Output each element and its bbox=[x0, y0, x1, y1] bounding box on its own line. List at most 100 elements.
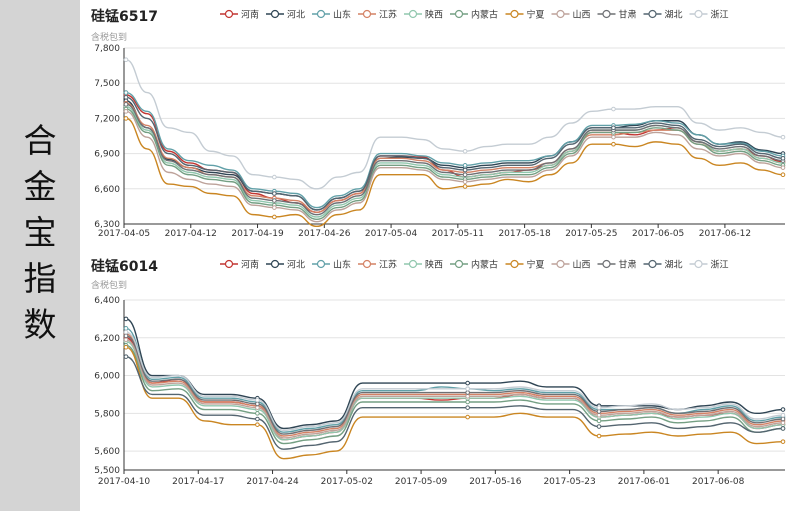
legend-item[interactable]: 山西 bbox=[551, 260, 591, 271]
sidebar-title: 合 金 宝 指 数 bbox=[14, 118, 66, 348]
series-line bbox=[125, 117, 784, 228]
legend-marker-icon bbox=[270, 259, 280, 269]
data-point bbox=[255, 411, 260, 416]
legend-item[interactable]: 甘肃 bbox=[597, 9, 637, 21]
legend-item[interactable]: 内蒙古 bbox=[450, 9, 498, 21]
y-tick-label: 5,800 bbox=[94, 409, 120, 419]
legend-marker-icon bbox=[648, 259, 657, 269]
legend-item[interactable]: 山西 bbox=[551, 9, 591, 21]
legend-item[interactable]: 内蒙古 bbox=[450, 259, 498, 271]
legend-item[interactable]: 湖北 bbox=[643, 259, 683, 271]
sidebar-title-char: 金 bbox=[23, 167, 57, 206]
series-lines bbox=[123, 57, 786, 228]
series-line bbox=[125, 318, 784, 430]
x-tick-label: 2017-06-01 bbox=[618, 477, 670, 487]
series-line bbox=[125, 338, 784, 439]
data-point bbox=[465, 380, 470, 386]
data-point bbox=[123, 326, 129, 331]
data-point bbox=[272, 198, 277, 203]
data-point bbox=[465, 394, 470, 399]
legend-item[interactable]: 浙江 bbox=[689, 259, 729, 271]
series-line bbox=[125, 346, 784, 460]
x-tick-label: 2017-05-11 bbox=[432, 229, 484, 239]
x-tick-label: 2017-04-10 bbox=[98, 477, 151, 487]
legend-item[interactable]: 宁夏 bbox=[505, 9, 545, 21]
legend-item[interactable]: 陕西 bbox=[404, 9, 443, 21]
legend-label: 宁夏 bbox=[527, 259, 545, 271]
data-point bbox=[611, 134, 616, 140]
data-point bbox=[123, 316, 129, 322]
data-point bbox=[780, 155, 786, 161]
legend-marker-icon bbox=[602, 9, 611, 19]
data-point bbox=[465, 386, 470, 392]
series-line bbox=[125, 59, 784, 190]
x-tick-label: 2017-05-09 bbox=[395, 477, 448, 487]
data-point bbox=[462, 167, 468, 173]
data-point bbox=[611, 106, 616, 112]
legend-marker-icon bbox=[270, 9, 280, 19]
legend-item[interactable]: 湖北 bbox=[643, 10, 683, 21]
y-tick-label: 6,400 bbox=[94, 296, 120, 306]
legend-item[interactable]: 江苏 bbox=[358, 259, 397, 271]
legend-item[interactable]: 宁夏 bbox=[505, 259, 545, 271]
data-point bbox=[123, 344, 129, 350]
data-point bbox=[596, 405, 602, 410]
x-tick-label: 2017-04-05 bbox=[98, 229, 150, 239]
legend-item[interactable]: 甘肃 bbox=[597, 259, 637, 271]
legend-marker-icon bbox=[224, 259, 234, 269]
y-axis-label: 含税包到 bbox=[91, 31, 127, 43]
x-tick-label: 2017-06-08 bbox=[692, 477, 745, 487]
legend-label: 甘肃 bbox=[619, 9, 637, 21]
sidebar: 合 金 宝 指 数 bbox=[0, 0, 80, 511]
data-point bbox=[462, 172, 468, 178]
legend-item[interactable]: 浙江 bbox=[689, 9, 729, 21]
legend-label: 内蒙古 bbox=[471, 259, 498, 271]
legend-marker-icon bbox=[408, 259, 418, 269]
legend-label: 陕西 bbox=[425, 259, 443, 271]
x-tick-label: 2017-05-02 bbox=[321, 477, 373, 487]
grid bbox=[124, 299, 785, 471]
y-axis: 5,500 5,600 5,800 6,000 6,200 6,400 bbox=[94, 296, 125, 476]
data-point bbox=[462, 179, 468, 185]
series-line bbox=[125, 108, 784, 221]
legend-marker-icon bbox=[362, 259, 372, 269]
series-line bbox=[125, 333, 784, 437]
legend[interactable]: 河南 河北 山东 江苏 陕西 内蒙古 宁夏 山西 甘肃 湖北 浙江 bbox=[220, 259, 729, 271]
legend-marker-icon bbox=[602, 259, 611, 269]
data-point bbox=[611, 141, 616, 147]
data-point bbox=[462, 184, 468, 189]
x-tick-label: 2017-04-24 bbox=[246, 477, 299, 487]
data-point bbox=[272, 191, 277, 196]
legend[interactable]: 河南 河北 山东 江苏 陕西 内蒙古 宁夏 山西 甘肃 湖北 浙江 bbox=[220, 9, 729, 21]
series-line bbox=[125, 344, 784, 445]
legend-item[interactable]: 河北 bbox=[266, 259, 305, 271]
legend-item[interactable]: 江苏 bbox=[358, 9, 397, 21]
legend-item[interactable]: 陕西 bbox=[404, 259, 443, 271]
legend-label: 江苏 bbox=[379, 9, 397, 21]
legend-item[interactable]: 山东 bbox=[312, 9, 351, 21]
legend-label: 内蒙古 bbox=[471, 9, 498, 21]
series-line bbox=[125, 110, 784, 223]
data-point bbox=[123, 94, 129, 100]
series-line bbox=[125, 103, 784, 216]
x-tick-label: 2017-04-17 bbox=[172, 477, 224, 487]
legend-label: 山西 bbox=[573, 260, 591, 271]
legend-marker-icon bbox=[556, 9, 565, 19]
x-tick-label: 2017-04-26 bbox=[298, 229, 351, 239]
legend-item[interactable]: 河北 bbox=[266, 9, 305, 21]
data-point bbox=[123, 57, 129, 63]
legend-item[interactable]: 山东 bbox=[312, 259, 351, 271]
data-point bbox=[780, 439, 786, 444]
data-point bbox=[596, 418, 602, 424]
legend-marker-icon bbox=[510, 259, 519, 269]
legend-label: 山西 bbox=[573, 10, 591, 21]
legend-item[interactable]: 河南 bbox=[220, 9, 259, 21]
legend-marker-icon bbox=[694, 9, 703, 19]
y-tick-label: 5,600 bbox=[94, 447, 120, 457]
data-point bbox=[780, 134, 786, 140]
legend-item[interactable]: 河南 bbox=[220, 259, 259, 271]
data-point bbox=[780, 172, 786, 178]
data-point bbox=[596, 424, 602, 429]
data-point bbox=[596, 409, 602, 414]
x-tick-label: 2017-05-23 bbox=[543, 477, 595, 487]
